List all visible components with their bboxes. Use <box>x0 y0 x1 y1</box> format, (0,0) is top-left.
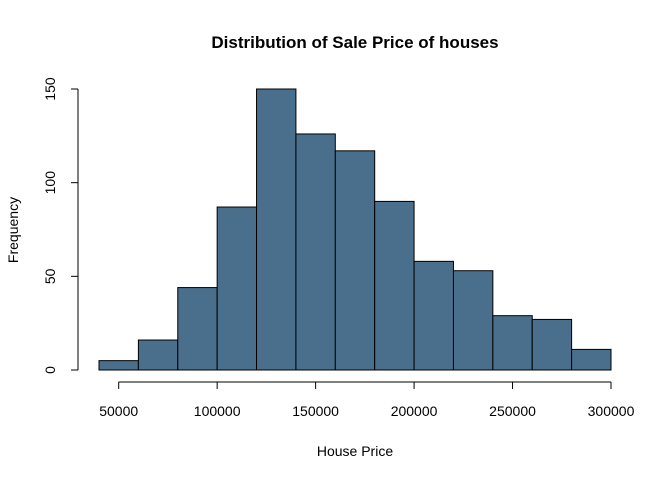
histogram-bar <box>177 287 218 371</box>
x-tick-label: 300000 <box>588 403 635 419</box>
y-tick-label: 0 <box>42 366 58 374</box>
x-tick-label: 50000 <box>99 403 138 419</box>
histogram-bar <box>216 206 258 371</box>
histogram-bar <box>256 88 297 371</box>
histogram-bar <box>492 315 533 371</box>
y-tick-label: 100 <box>42 171 58 195</box>
histogram-bar <box>98 360 139 371</box>
histogram-bar <box>295 133 336 371</box>
x-tick-label: 100000 <box>194 403 241 419</box>
x-axis: 50000 100000 150000 200000 250000 300000 <box>99 381 635 419</box>
x-tick-label: 150000 <box>292 403 339 419</box>
x-tick-label: 250000 <box>489 403 536 419</box>
y-tick-label: 150 <box>42 77 58 101</box>
y-axis-label: Frequency <box>5 197 21 263</box>
histogram-bar <box>374 200 415 371</box>
histogram-bar <box>531 318 573 371</box>
histogram-bar <box>334 150 376 371</box>
x-tick-label: 200000 <box>391 403 438 419</box>
chart-title: Distribution of Sale Price of houses <box>211 33 498 52</box>
x-axis-label: House Price <box>317 443 393 459</box>
y-tick-label: 50 <box>42 268 58 284</box>
histogram-bar <box>571 348 612 371</box>
histogram-bar <box>137 339 179 371</box>
histogram-bar <box>452 270 494 371</box>
y-axis: 0 50 100 150 <box>42 77 79 374</box>
bars-group <box>98 88 612 371</box>
histogram-bar <box>413 260 454 371</box>
